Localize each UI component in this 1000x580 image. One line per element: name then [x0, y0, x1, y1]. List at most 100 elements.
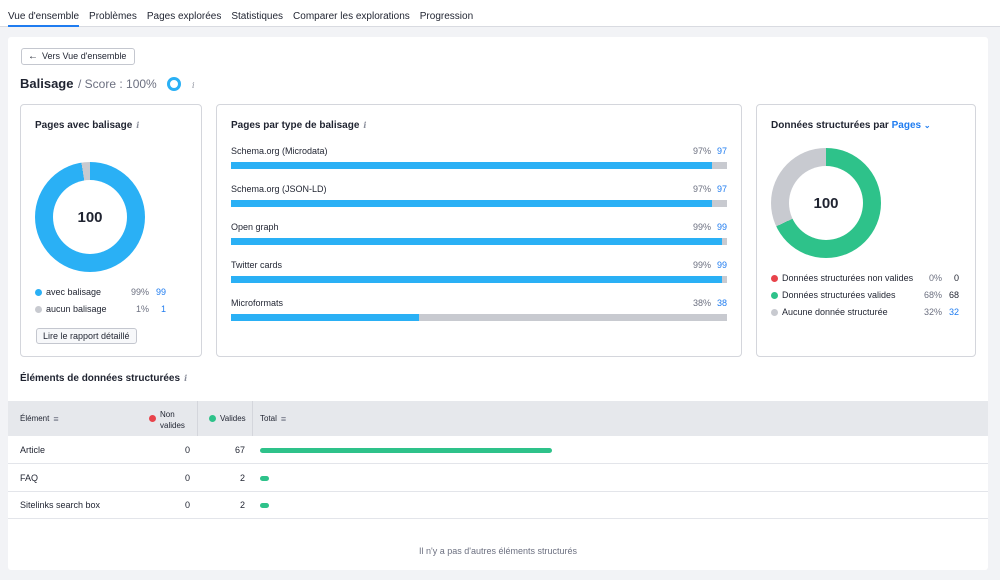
markup-type-pct: 38% — [692, 298, 711, 308]
legend-label: Aucune donnée structurée — [782, 307, 888, 317]
markup-type-count[interactable]: 99 — [716, 260, 727, 270]
column-label: Total — [260, 414, 277, 423]
sort-icon[interactable]: ≡ — [280, 413, 287, 424]
section-title: Éléments de données structurées i — [20, 373, 187, 384]
info-icon[interactable]: i — [192, 81, 195, 90]
card-title: Pages avec balisage i — [35, 120, 139, 131]
legend-item[interactable]: aucun balisage 1% 1 — [35, 304, 195, 314]
legend-count[interactable]: 99 — [155, 287, 166, 297]
legend-count[interactable]: 1 — [160, 304, 166, 314]
markup-type-pct: 99% — [692, 260, 711, 270]
column-header-total[interactable]: Total ≡ — [260, 401, 286, 436]
legend-label: aucun balisage — [46, 304, 107, 314]
legend-pct: 1% — [135, 304, 149, 314]
column-label: Non valides — [160, 409, 185, 431]
column-divider — [197, 401, 198, 436]
tab-statistics[interactable]: Statistiques — [231, 11, 284, 22]
column-label: Valides — [220, 414, 246, 423]
legend-count[interactable]: 32 — [948, 307, 959, 317]
legend-count: 0 — [953, 273, 959, 283]
markup-type-pct: 97% — [692, 146, 711, 156]
markup-type-label: Twitter cards — [231, 260, 283, 270]
markup-type-label: Schema.org (JSON-LD) — [231, 184, 327, 194]
pages-dropdown[interactable]: Pages ⌄ — [892, 120, 931, 131]
column-header-valid[interactable]: Valides — [209, 401, 246, 436]
markup-type-label: Open graph — [231, 222, 279, 232]
total-bar — [260, 503, 269, 508]
markup-type-pct: 97% — [692, 184, 711, 194]
invalid-count: 0 — [184, 500, 190, 510]
table-row[interactable]: Article 0 67 — [8, 436, 988, 464]
valid-count: 67 — [234, 445, 245, 455]
legend-pct: 68% — [923, 290, 942, 300]
info-icon[interactable]: i — [184, 373, 188, 383]
progress-track — [231, 200, 727, 207]
markup-type-label: Schema.org (Microdata) — [231, 146, 328, 156]
column-label-line: valides — [160, 420, 185, 430]
arrow-left-icon: ← — [28, 51, 38, 62]
tab-issues[interactable]: Problèmes — [89, 11, 137, 22]
legend-item[interactable]: Données structurées valides 68% 68 — [771, 290, 965, 300]
progress-track — [231, 314, 727, 321]
progress-track — [231, 276, 727, 283]
back-button-label: Vers Vue d'ensemble — [42, 51, 127, 61]
tab-progress[interactable]: Progression — [419, 11, 474, 22]
structured-data-card: Données structurées par Pages ⌄ 100 Donn… — [756, 104, 976, 357]
markup-type-count[interactable]: 38 — [716, 298, 727, 308]
legend-item[interactable]: Aucune donnée structurée 32% 32 — [771, 307, 965, 317]
back-button[interactable]: ← Vers Vue d'ensemble — [21, 48, 136, 65]
card-title-text: Pages par type de balisage — [231, 120, 360, 131]
total-bar — [260, 476, 269, 481]
markup-type-count[interactable]: 97 — [716, 184, 727, 194]
column-label-line: Non — [160, 409, 175, 419]
progress-fill — [231, 276, 723, 283]
donut-chart: 100 — [771, 148, 881, 258]
column-divider — [252, 401, 253, 436]
tab-compare-crawls[interactable]: Comparer les explorations — [293, 11, 410, 22]
progress-fill — [231, 162, 713, 169]
chevron-down-icon: ⌄ — [923, 121, 931, 130]
legend-count: 68 — [948, 290, 959, 300]
markup-types-card: Pages par type de balisage i Schema.org (… — [216, 104, 742, 357]
column-header-element[interactable]: Élément ≡ — [20, 401, 59, 436]
donut-total: 100 — [789, 166, 863, 240]
markup-type-count[interactable]: 97 — [716, 146, 727, 156]
markup-type-pct: 99% — [692, 222, 711, 232]
legend-dot — [771, 292, 778, 299]
element-name: Sitelinks search box — [20, 500, 101, 510]
pages-dropdown-label: Pages — [891, 120, 922, 131]
donut-total: 100 — [53, 180, 127, 254]
tab-crawled-pages[interactable]: Pages explorées — [146, 11, 222, 22]
table-row[interactable]: FAQ 0 2 — [8, 464, 988, 492]
column-label: Élément — [20, 414, 50, 423]
score-ring-icon — [167, 77, 181, 91]
valid-count: 2 — [239, 500, 245, 510]
table-row[interactable]: Sitelinks search box 0 2 — [8, 491, 988, 519]
progress-track — [231, 162, 727, 169]
valid-count: 2 — [239, 473, 245, 483]
invalid-dot — [149, 415, 156, 422]
invalid-count: 0 — [184, 473, 190, 483]
progress-fill — [231, 314, 420, 321]
card-title-text: Pages avec balisage — [35, 120, 133, 131]
detailed-report-button[interactable]: Lire le rapport détaillé — [36, 328, 137, 344]
sort-icon[interactable]: ≡ — [53, 413, 59, 424]
legend-dot — [35, 306, 42, 313]
column-header-invalid[interactable]: Non valides — [149, 401, 185, 436]
info-icon[interactable]: i — [136, 120, 140, 130]
info-icon[interactable]: i — [363, 120, 367, 130]
progress-track — [231, 238, 727, 245]
element-name: Article — [20, 445, 46, 455]
markup-pages-card: Pages avec balisage i 100 avec balisage 9… — [20, 104, 202, 357]
donut-chart: 100 — [35, 162, 145, 272]
legend-label: Données structurées non valides — [782, 273, 914, 283]
legend-dot — [771, 275, 778, 282]
legend-item[interactable]: Données structurées non valides 0% 0 — [771, 273, 965, 283]
section-title-text: Éléments de données structurées — [20, 373, 181, 384]
markup-type-label: Microformats — [231, 298, 284, 308]
legend-dot — [35, 289, 42, 296]
card-title: Pages par type de balisage i — [231, 120, 366, 131]
legend-item[interactable]: avec balisage 99% 99 — [35, 287, 195, 297]
markup-type-count[interactable]: 99 — [716, 222, 727, 232]
tab-overview[interactable]: Vue d'ensemble — [8, 0, 80, 27]
